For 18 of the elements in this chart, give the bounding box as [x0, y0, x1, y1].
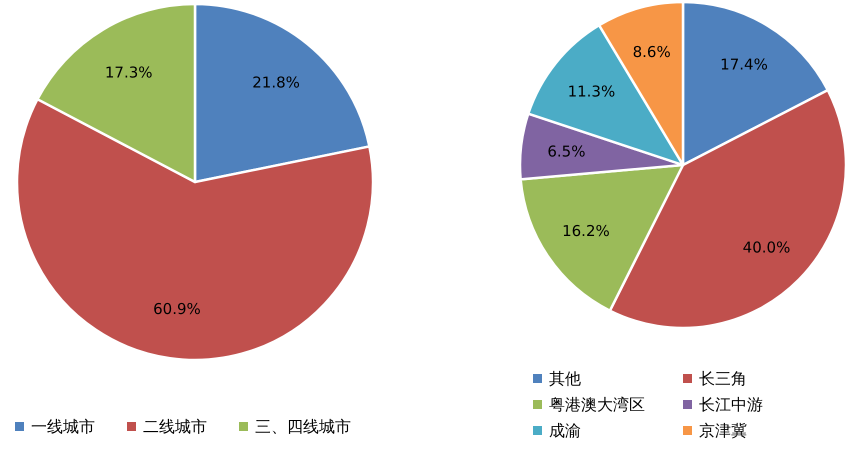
data-label: 16.2% [562, 222, 610, 240]
legend-label: 二线城市 [143, 417, 207, 436]
data-label: 17.4% [720, 56, 768, 74]
data-label: 40.0% [742, 238, 790, 256]
legend-label: 其他 [549, 369, 581, 388]
data-label: 17.3% [104, 63, 153, 82]
legend-label: 一线城市 [31, 417, 95, 436]
legend-label: 成渝 [549, 421, 581, 440]
data-label: 8.6% [632, 42, 671, 61]
data-label: 6.5% [547, 142, 586, 160]
legend-label: 长三角 [699, 369, 747, 388]
legend-label: 长江中游 [699, 395, 763, 414]
data-label: 21.8% [252, 74, 300, 92]
data-label: 11.3% [568, 82, 616, 101]
legend-label: 三、四线城市 [255, 417, 351, 436]
legend-label: 京津冀 [699, 421, 747, 440]
data-label: 60.9% [153, 300, 201, 318]
legend-label: 粤港澳大湾区 [549, 395, 645, 414]
